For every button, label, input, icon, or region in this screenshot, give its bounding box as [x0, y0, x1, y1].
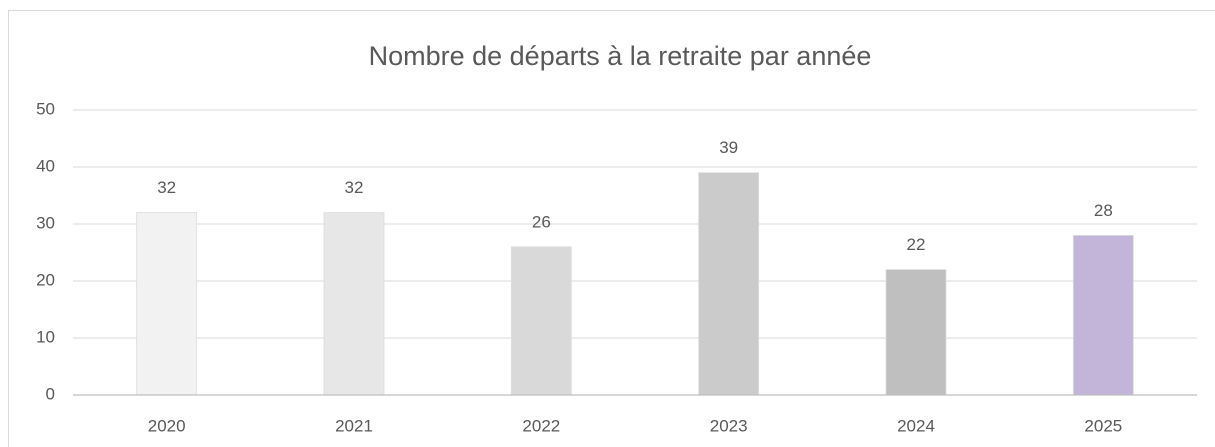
data-label: 28 [1094, 201, 1113, 220]
y-tick-label: 40 [36, 156, 55, 175]
x-tick-label: 2021 [335, 416, 373, 435]
bar [510, 246, 572, 396]
data-label: 39 [719, 138, 738, 157]
data-label: 32 [345, 178, 364, 197]
bar [1072, 234, 1134, 396]
x-tick-label: 2023 [710, 416, 748, 435]
y-tick-label: 0 [46, 384, 55, 403]
chart-border [8, 10, 1215, 447]
x-tick-label: 2024 [897, 416, 935, 435]
data-label: 32 [157, 178, 176, 197]
y-tick-label: 50 [36, 99, 55, 118]
bar [885, 269, 947, 396]
bar [136, 212, 198, 396]
chart-title: Nombre de départs à la retraite par anné… [369, 41, 872, 71]
x-tick-label: 2025 [1084, 416, 1122, 435]
bar [698, 172, 760, 396]
x-tick-label: 2022 [522, 416, 560, 435]
y-tick-label: 20 [36, 270, 55, 289]
bar [323, 212, 385, 396]
y-tick-label: 30 [36, 213, 55, 232]
data-label: 26 [532, 212, 551, 231]
x-tick-label: 2020 [148, 416, 186, 435]
y-tick-label: 10 [36, 327, 55, 346]
data-label: 22 [907, 235, 926, 254]
